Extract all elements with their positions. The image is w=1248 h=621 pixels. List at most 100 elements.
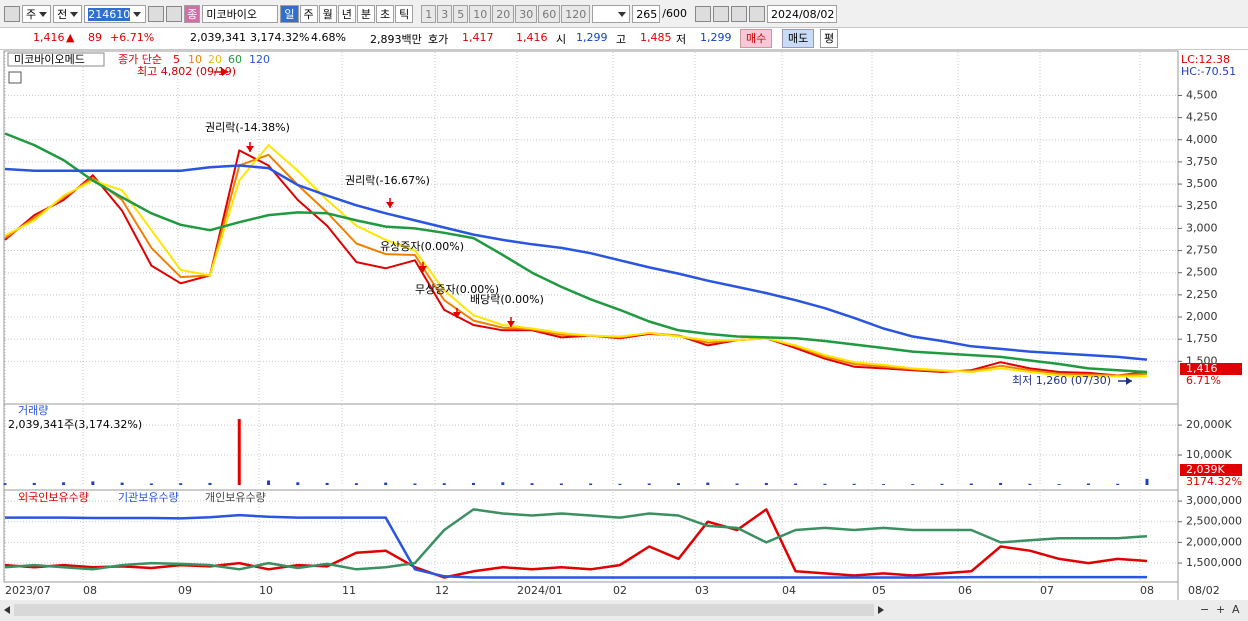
- period-button[interactable]: 분: [356, 4, 375, 23]
- date[interactable]: 2024/08/02: [766, 4, 837, 23]
- arrow-head: [246, 146, 254, 152]
- volume-bar: [1057, 484, 1061, 485]
- period-button[interactable]: 틱: [395, 4, 414, 23]
- y-tick-label: 10,000K: [1186, 448, 1232, 461]
- search-icon[interactable]: [148, 5, 165, 22]
- arrow-head: [386, 202, 394, 208]
- x-tick-label: 04: [782, 584, 796, 597]
- volume-bar: [354, 483, 358, 485]
- info-item: 89: [88, 31, 102, 44]
- y-tick-label: 2,500,000: [1186, 515, 1242, 528]
- y-tick-label: 2,000,000: [1186, 535, 1242, 548]
- zoom-in: +: [1216, 603, 1225, 616]
- x-tick-label: 07: [1040, 584, 1054, 597]
- stock-name: 미코바이오: [202, 4, 279, 23]
- scroll-track[interactable]: [14, 604, 874, 616]
- current-volume: 2,039K: [1186, 463, 1225, 476]
- y-tick-label: 1,500,000: [1186, 556, 1242, 569]
- interval-select[interactable]: [592, 4, 631, 23]
- code-input[interactable]: 214610: [84, 4, 147, 23]
- x-tick-label: 11: [342, 584, 356, 597]
- period-button[interactable]: 년: [337, 4, 356, 23]
- current-change: 6.71%: [1186, 374, 1221, 387]
- series-line: [5, 513, 1147, 579]
- volume-bar: [881, 484, 885, 485]
- y-tick-label: 4,500: [1186, 88, 1218, 101]
- interval-button[interactable]: 120: [561, 4, 591, 23]
- y-tick-label: 3,500: [1186, 177, 1218, 190]
- annotation: 무상증자(0.00%): [415, 283, 499, 296]
- volume-bar: [3, 483, 7, 485]
- menu-icon[interactable]: [4, 5, 20, 22]
- y-tick-label: 3,250: [1186, 199, 1218, 212]
- scope-select[interactable]: 전: [53, 4, 83, 23]
- chart-area: 1,5001,7502,0002,2502,5002,7503,0003,250…: [0, 50, 1248, 621]
- max-count: /600: [662, 7, 687, 20]
- x-tick-label: 03: [695, 584, 709, 597]
- interval-button[interactable]: 20: [492, 4, 515, 23]
- volume-bar: [618, 483, 622, 485]
- y-tick-label: 4,250: [1186, 111, 1218, 124]
- current-box: [1180, 363, 1242, 375]
- info-item: 1,485: [640, 31, 672, 44]
- info-item[interactable]: 매도: [782, 29, 815, 48]
- x-tick-label: 12: [435, 584, 449, 597]
- x-tick-label: 10: [259, 584, 273, 597]
- info-item[interactable]: 평: [820, 29, 839, 48]
- volume-bar: [530, 483, 534, 485]
- x-tick-label: 08: [1140, 584, 1154, 597]
- annotation: 최고 4,802 (09/19): [137, 65, 236, 78]
- tool-icon[interactable]: [694, 5, 711, 22]
- sound-icon[interactable]: [166, 5, 183, 22]
- grid-icon[interactable]: [8, 71, 22, 84]
- interval-button[interactable]: 5: [453, 4, 469, 23]
- info-item[interactable]: 매수: [740, 29, 773, 48]
- interval-button[interactable]: 1: [421, 4, 437, 23]
- arrow-head: [507, 321, 515, 327]
- count[interactable]: 265: [632, 4, 661, 23]
- arrow-head: [222, 68, 228, 76]
- info-item: 저: [676, 33, 687, 46]
- y-tick-label: 2,500: [1186, 266, 1218, 279]
- volume-bar: [1086, 483, 1090, 485]
- volume-bar: [1145, 478, 1149, 485]
- x-tick-label: 08: [83, 584, 97, 597]
- save-icon[interactable]: [730, 5, 747, 22]
- interval-group: 1 3 5 10 20 30 60 120: [421, 4, 591, 23]
- name-tag: 종: [184, 4, 201, 23]
- info-item: 1,416: [33, 31, 65, 44]
- y-tick-label: 2,250: [1186, 288, 1218, 301]
- annotation: 최저 1,260 (07/30): [1012, 374, 1111, 387]
- interval-button[interactable]: 3: [437, 4, 453, 23]
- legend-entry: 20: [208, 53, 222, 66]
- interval-button[interactable]: 10: [469, 4, 492, 23]
- info-item: ▲: [66, 31, 75, 44]
- y-tick-label: 2,750: [1186, 244, 1218, 257]
- settings-icon[interactable]: [748, 5, 765, 22]
- series-line: [4, 144, 1147, 378]
- info-item: 2,893백만: [370, 33, 422, 46]
- period-button[interactable]: 주: [299, 4, 318, 23]
- font-button: A: [1232, 603, 1240, 616]
- panel-title: 거래량: [18, 404, 48, 417]
- market-select[interactable]: 주: [22, 4, 52, 23]
- lc-label: LC:12.38: [1181, 53, 1230, 66]
- volume-bar: [1116, 483, 1120, 485]
- zoom-out: −: [1200, 603, 1209, 616]
- period-button[interactable]: 초: [376, 4, 395, 23]
- legend-entry: 120: [249, 53, 270, 66]
- tool-icon[interactable]: [712, 5, 729, 22]
- volume-bar: [237, 419, 241, 485]
- info-item: 1,416: [516, 31, 548, 44]
- annotation: 배당락(0.00%): [470, 293, 544, 306]
- period-button[interactable]: 월: [318, 4, 337, 23]
- interval-button[interactable]: 30: [515, 4, 538, 23]
- arrow-head: [419, 266, 427, 272]
- interval-button[interactable]: 60: [538, 4, 561, 23]
- period-button[interactable]: 일: [280, 4, 299, 23]
- x-tick-label: 02: [613, 584, 627, 597]
- x-tick-label: 05: [872, 584, 886, 597]
- legend-prefix: 종가 단순: [118, 53, 162, 66]
